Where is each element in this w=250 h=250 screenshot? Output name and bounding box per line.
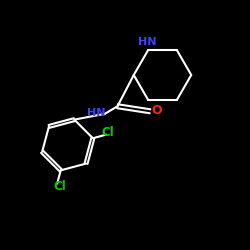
Text: Cl: Cl	[53, 180, 66, 193]
Text: HN: HN	[138, 37, 156, 47]
Text: HN: HN	[87, 108, 106, 118]
Text: Cl: Cl	[101, 126, 114, 139]
Text: O: O	[152, 104, 162, 117]
